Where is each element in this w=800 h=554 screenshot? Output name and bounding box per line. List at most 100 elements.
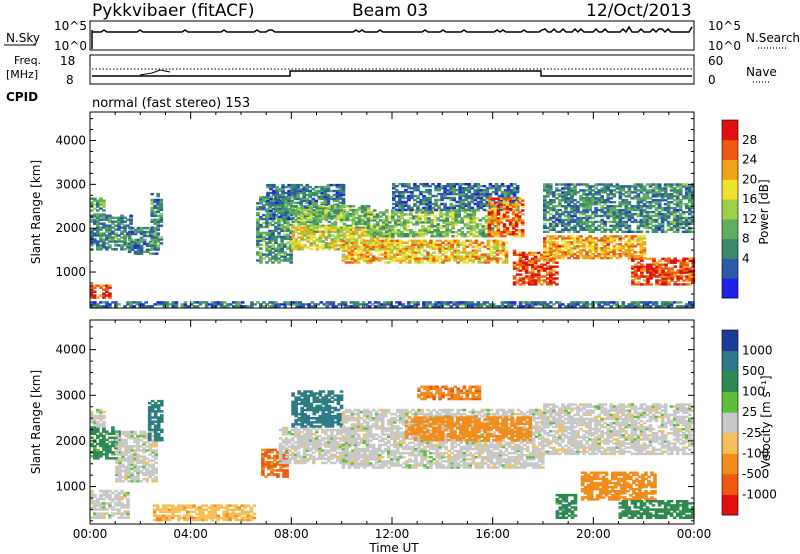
power-echo-cell [681, 195, 686, 198]
power-echo-cell [621, 187, 626, 190]
power-echo-cell [582, 183, 586, 186]
power-echo-cell [291, 244, 295, 247]
power-echo-cell [606, 187, 610, 190]
power-echo-cell [425, 208, 429, 212]
power-echo-cell [434, 305, 438, 308]
power-echo-cell [391, 229, 395, 232]
power-echo-cell [487, 213, 492, 216]
power-echo-cell [520, 235, 525, 238]
power-echo-cell [649, 273, 653, 276]
power-echo-cell [142, 226, 147, 230]
power-echo-cell [570, 216, 574, 220]
power-echo-cell [421, 209, 425, 212]
power-echo-cell [603, 185, 607, 188]
power-echo-cell [458, 196, 462, 200]
power-echo-cell [606, 237, 610, 240]
power-echo-cell [105, 224, 109, 227]
power-echo-cell [452, 206, 456, 210]
power-echo-cell [339, 232, 344, 235]
power-echo-cell [492, 247, 497, 250]
power-echo-cell [627, 201, 632, 204]
power-echo-cell [310, 301, 315, 304]
power-echo-cell [105, 230, 109, 233]
power-echo-cell [570, 206, 574, 210]
power-echo-cell [463, 225, 468, 228]
power-echo-cell [318, 234, 323, 237]
power-echo-cell [256, 227, 260, 231]
power-echo-cell [108, 232, 112, 235]
power-echo-cell [570, 193, 574, 196]
nsearch-tick-high: 10^5 [708, 19, 741, 33]
power-echo-cell [312, 234, 317, 237]
power-echo-cell [678, 189, 683, 192]
power-echo-cell [543, 206, 547, 210]
power-echo-cell [153, 240, 157, 243]
power-echo-cell [667, 257, 671, 260]
power-echo-cell [657, 203, 662, 206]
power-echo-cell [369, 234, 374, 237]
power-echo-cell [283, 255, 287, 258]
power-echo-cell [274, 210, 278, 213]
power-echo-cell [268, 305, 272, 308]
power-echo-cell [579, 305, 583, 308]
power-echo-cell [600, 187, 604, 190]
power-echo-cell [294, 218, 298, 222]
power-echo-cell [478, 219, 483, 222]
power-echo-cell [219, 303, 224, 306]
power-echo-cell [336, 214, 341, 218]
power-echo-cell [467, 194, 472, 198]
power-echo-cell [615, 216, 620, 220]
power-echo-cell [314, 199, 319, 203]
power-echo-cell [517, 197, 522, 200]
power-echo-cell [558, 216, 562, 220]
power-echo-cell [678, 216, 683, 220]
power-echo-cell [259, 247, 263, 250]
power-echo-cell [615, 210, 620, 214]
power-echo-cell [660, 216, 665, 220]
power-echo-cell [684, 303, 689, 306]
power-echo-cell [111, 301, 115, 304]
power-echo-cell [404, 196, 408, 200]
power-echo-cell [499, 219, 504, 222]
power-echo-cell [582, 201, 586, 204]
power-echo-cell [272, 207, 276, 210]
power-echo-cell [399, 239, 403, 242]
power-echo-cell [486, 239, 491, 242]
power-echo-cell [482, 208, 487, 212]
power-echo-cell [490, 227, 495, 230]
power-echo-cell [478, 231, 483, 234]
power-echo-cell [327, 206, 332, 210]
power-echo-cell [299, 197, 303, 201]
power-echo-cell [618, 305, 623, 308]
power-echo-cell [663, 216, 668, 220]
power-echo-cell [303, 220, 307, 224]
power-echo-cell [130, 242, 135, 246]
power-echo-cell [561, 222, 565, 226]
power-echo-cell [582, 239, 586, 242]
power-echo-cell [351, 210, 356, 214]
power-echo-cell [627, 230, 632, 233]
power-echo-cell [449, 190, 453, 194]
power-echo-cell [678, 212, 683, 216]
power-echo-cell [515, 269, 520, 272]
power-echo-cell [148, 252, 153, 255]
power-echo-cell [311, 193, 316, 197]
power-echo-cell [672, 218, 677, 222]
power-echo-cell [150, 200, 154, 204]
power-echo-cell [277, 221, 281, 225]
power-echo-cell [660, 222, 665, 226]
power-echo-cell [414, 241, 418, 244]
power-echo-cell [627, 208, 632, 212]
power-echo-cell [271, 251, 275, 254]
power-echo-cell [402, 259, 406, 262]
power-echo-cell [344, 255, 349, 258]
power-echo-cell [636, 251, 641, 254]
power-echo-cell [427, 231, 431, 234]
power-echo-cell [333, 206, 338, 210]
power-echo-cell [615, 183, 620, 186]
power-echo-cell [576, 251, 580, 254]
power-echo-cell [624, 224, 629, 228]
power-echo-cell [615, 247, 620, 250]
power-echo-cell [600, 305, 604, 308]
power-echo-cell [600, 197, 604, 200]
